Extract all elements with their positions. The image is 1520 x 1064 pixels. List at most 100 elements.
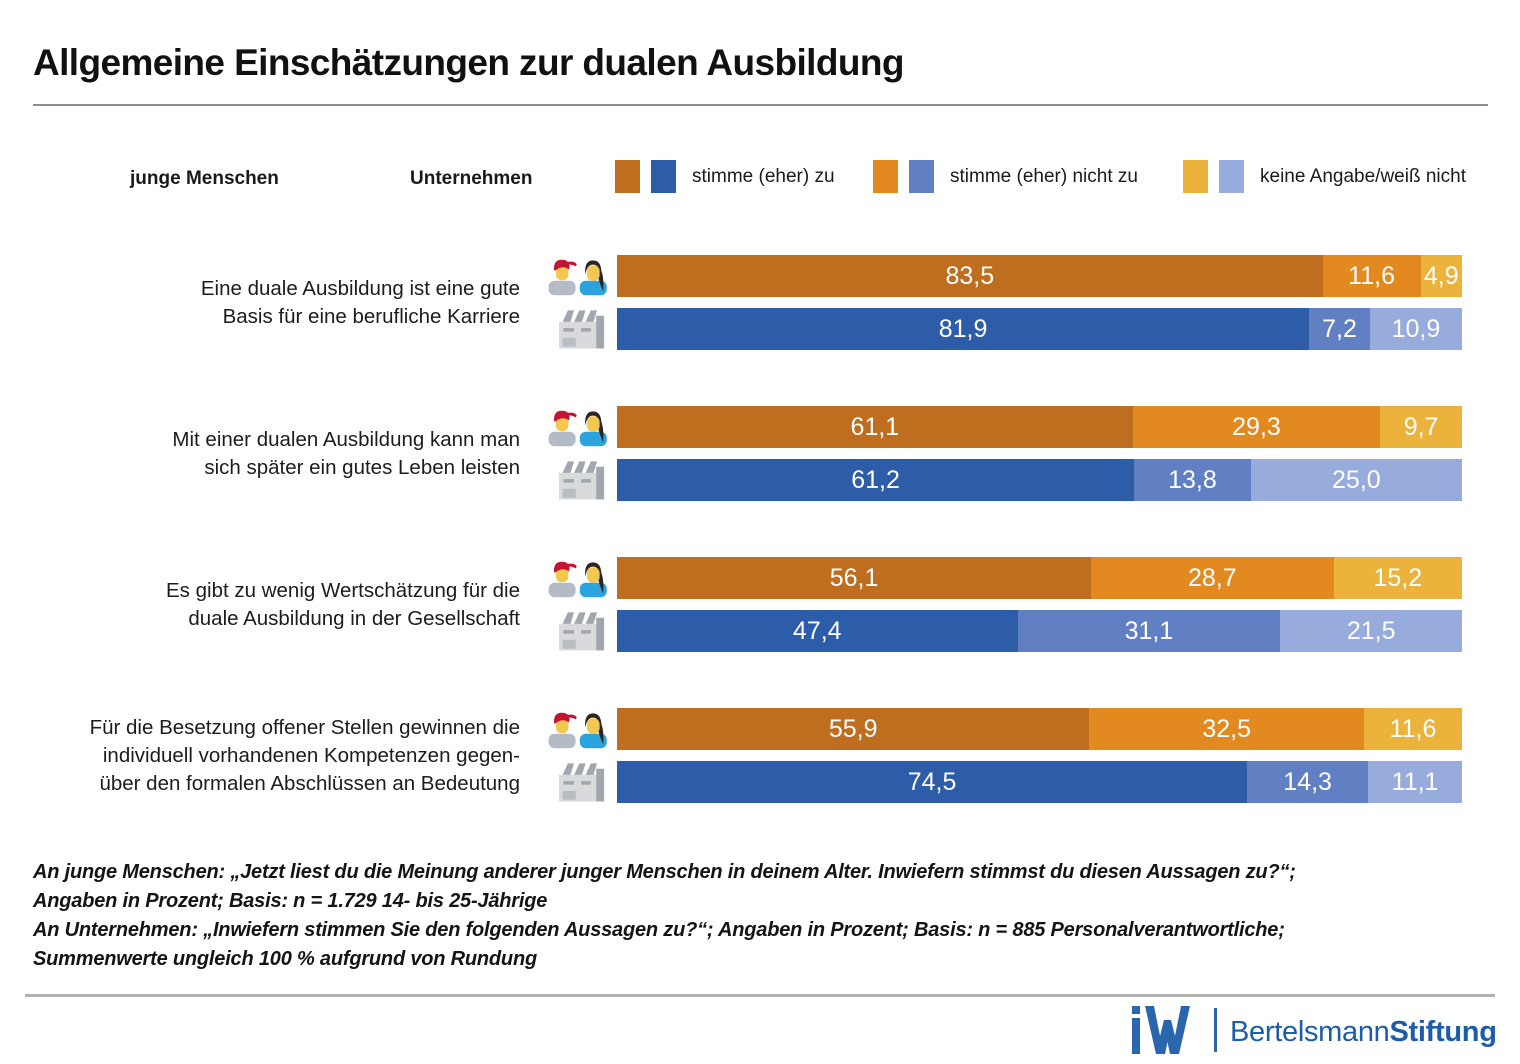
young-people-icon bbox=[20, 146, 122, 212]
bar-segment: 47,4 bbox=[617, 610, 1018, 652]
stacked-bar: 61,2 13,8 25,0 bbox=[617, 459, 1462, 501]
segment-value: 14,3 bbox=[1283, 767, 1332, 796]
young-people-icon bbox=[546, 406, 608, 448]
bar-segment: 15,2 bbox=[1333, 557, 1462, 599]
bar-segment: 28,7 bbox=[1091, 557, 1334, 599]
bar-companies: 81,9 7,2 10,9 bbox=[617, 308, 1463, 350]
segment-value: 11,6 bbox=[1348, 261, 1395, 290]
title-divider bbox=[33, 104, 1488, 106]
statement-label: Für die Besetzung offener Stellen gewinn… bbox=[20, 714, 520, 798]
bar-young-people: 83,5 11,6 4,9 bbox=[617, 255, 1462, 297]
segment-value: 15,2 bbox=[1373, 563, 1423, 592]
swatch-young-disagree bbox=[873, 160, 898, 193]
logo-separator bbox=[1214, 1008, 1217, 1052]
legend-category-label: keine Angabe/weiß nicht bbox=[1260, 165, 1466, 187]
legend-category-agree: stimme (eher) zu bbox=[615, 160, 835, 193]
bar-segment: 74,5 bbox=[617, 761, 1248, 803]
bar-segment: 14,3 bbox=[1247, 761, 1369, 803]
statement-label-line: Eine duale Ausbildung ist eine gute bbox=[200, 276, 520, 300]
iw-logo bbox=[1131, 1006, 1193, 1054]
factory-icon bbox=[330, 150, 394, 208]
bottom-divider bbox=[25, 994, 1495, 997]
segment-value: 56,1 bbox=[829, 563, 879, 592]
statement-group: Eine duale Ausbildung ist eine gute Basis… bbox=[0, 255, 1520, 350]
stacked-bar: 55,9 32,5 11,6 bbox=[617, 708, 1462, 750]
statement-label-line: Für die Besetzung offener Stellen gewinn… bbox=[89, 715, 520, 739]
statement-label-line: Mit einer dualen Ausbildung kann man bbox=[172, 427, 520, 451]
bar-segment: 56,1 bbox=[617, 557, 1092, 599]
segment-value: 25,0 bbox=[1332, 465, 1381, 494]
statement-label-line: duale Ausbildung in der Gesellschaft bbox=[188, 606, 520, 630]
legend-category-label: stimme (eher) nicht zu bbox=[950, 165, 1138, 187]
swatch-young-no-answer bbox=[1183, 160, 1208, 193]
segment-value: 31,1 bbox=[1124, 616, 1174, 645]
bar-companies: 47,4 31,1 21,5 bbox=[617, 610, 1462, 652]
bar-segment: 21,5 bbox=[1280, 610, 1462, 652]
stacked-bar: 61,1 29,3 9,7 bbox=[617, 406, 1463, 448]
bar-young-people: 61,1 29,3 9,7 bbox=[617, 406, 1463, 448]
segment-value: 83,5 bbox=[945, 261, 995, 290]
segment-value: 11,6 bbox=[1389, 714, 1437, 743]
statement-group: Es gibt zu wenig Wertschätzung für die du… bbox=[0, 557, 1520, 652]
statement-group: Mit einer dualen Ausbildung kann man sich… bbox=[0, 406, 1520, 501]
statement-label-line: individuell vorhandenen Kompetenzen gege… bbox=[102, 743, 520, 767]
bar-segment: 81,9 bbox=[617, 308, 1310, 350]
swatch-company-disagree bbox=[909, 160, 934, 193]
segment-value: 10,9 bbox=[1391, 314, 1441, 343]
factory-icon bbox=[554, 308, 608, 350]
statement-label: Mit einer dualen Ausbildung kann man sich… bbox=[20, 426, 520, 482]
bar-segment: 32,5 bbox=[1089, 708, 1364, 750]
statement-label-line: über den formalen Abschlüssen an Bedeutu… bbox=[99, 771, 520, 795]
footnote-line: An Unternehmen: „Inwiefern stimmen Sie d… bbox=[33, 919, 1285, 941]
bar-segment: 11,1 bbox=[1368, 761, 1462, 803]
statement-label: Es gibt zu wenig Wertschätzung für die du… bbox=[20, 577, 520, 633]
segment-value: 55,9 bbox=[828, 714, 878, 743]
bar-segment: 29,3 bbox=[1132, 406, 1381, 448]
segment-value: 74,5 bbox=[907, 767, 957, 796]
bar-segment: 4,9 bbox=[1420, 255, 1462, 297]
young-people-icon bbox=[546, 255, 608, 297]
statement-label-line: sich später ein gutes Leben leisten bbox=[204, 455, 520, 479]
brand-bold: Stiftung bbox=[1389, 1016, 1497, 1048]
bar-companies: 74,5 14,3 11,1 bbox=[617, 761, 1462, 803]
factory-icon bbox=[554, 610, 608, 652]
legend-category-no-answer: keine Angabe/weiß nicht bbox=[1183, 160, 1466, 193]
stacked-bar: 83,5 11,6 4,9 bbox=[617, 255, 1462, 297]
factory-icon bbox=[554, 459, 608, 501]
stacked-bar: 47,4 31,1 21,5 bbox=[617, 610, 1462, 652]
stacked-bar: 81,9 7,2 10,9 bbox=[617, 308, 1463, 350]
segment-value: 29,3 bbox=[1232, 412, 1281, 441]
legend-category-disagree: stimme (eher) nicht zu bbox=[873, 160, 1138, 193]
segment-value: 7,2 bbox=[1322, 314, 1357, 343]
segment-value: 11,1 bbox=[1391, 767, 1439, 796]
bar-segment: 7,2 bbox=[1309, 308, 1370, 350]
swatch-company-agree bbox=[651, 160, 676, 193]
bar-young-people: 56,1 28,7 15,2 bbox=[617, 557, 1462, 599]
segment-value: 4,9 bbox=[1423, 261, 1459, 290]
statement-label: Eine duale Ausbildung ist eine gute Basis… bbox=[20, 275, 520, 331]
swatch-company-no-answer bbox=[1219, 160, 1244, 193]
legend-label-young-people: junge Menschen bbox=[130, 168, 279, 189]
segment-value: 13,8 bbox=[1168, 465, 1217, 494]
factory-icon bbox=[554, 761, 608, 803]
segment-value: 32,5 bbox=[1202, 714, 1251, 743]
stacked-bar: 56,1 28,7 15,2 bbox=[617, 557, 1462, 599]
bar-young-people: 55,9 32,5 11,6 bbox=[617, 708, 1462, 750]
segment-value: 47,4 bbox=[792, 616, 842, 645]
segment-value: 61,2 bbox=[851, 465, 900, 494]
segment-value: 9,7 bbox=[1403, 412, 1439, 441]
segment-value: 28,7 bbox=[1187, 563, 1237, 592]
segment-value: 81,9 bbox=[938, 314, 988, 343]
bar-segment: 10,9 bbox=[1369, 308, 1463, 350]
bar-segment: 83,5 bbox=[617, 255, 1323, 297]
statement-group: Für die Besetzung offener Stellen gewinn… bbox=[0, 708, 1520, 803]
footnote-line: Summenwerte ungleich 100 % aufgrund von … bbox=[33, 948, 537, 970]
stacked-bar: 74,5 14,3 11,1 bbox=[617, 761, 1462, 803]
bertelsmann-stiftung-logo: BertelsmannStiftung bbox=[1230, 1016, 1497, 1049]
footnote: An junge Menschen: „Jetzt liest du die M… bbox=[33, 858, 1296, 974]
legend-category-label: stimme (eher) zu bbox=[692, 165, 835, 187]
bar-segment: 9,7 bbox=[1380, 406, 1463, 448]
page-title: Allgemeine Einschätzungen zur dualen Aus… bbox=[33, 42, 904, 83]
bar-segment: 55,9 bbox=[617, 708, 1090, 750]
bar-segment: 31,1 bbox=[1017, 610, 1281, 652]
